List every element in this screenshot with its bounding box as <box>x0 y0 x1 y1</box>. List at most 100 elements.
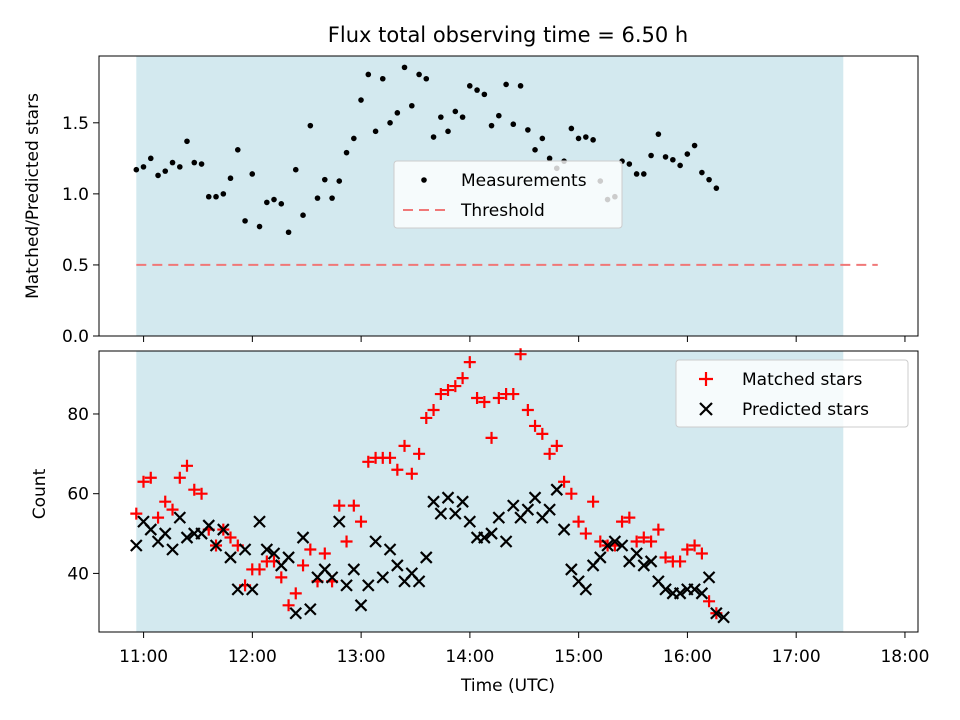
measurement-point <box>583 134 589 140</box>
matched-star-point <box>340 535 353 548</box>
measurement-point <box>496 112 502 119</box>
bottom-x-axis-ticks: 11:00 12:00 13:00 14:00 15:00 16:00 17:00 18:00 <box>119 632 929 667</box>
bottom-x-tick-label: 12:00 <box>228 647 277 667</box>
top-legend: Measurements Threshold <box>393 160 623 229</box>
measurement-point <box>438 114 444 120</box>
measurement-point <box>546 155 553 162</box>
bottom-legend-box <box>675 359 909 428</box>
measurement-point <box>590 137 596 143</box>
matched-star-point <box>587 495 600 508</box>
measurement-point <box>264 199 270 206</box>
predicted-star-point <box>543 503 556 516</box>
measurement-point <box>249 171 256 177</box>
bottom-x-axis-label: Time (UTC) <box>460 676 555 696</box>
predicted-star-point <box>659 583 672 596</box>
matched-star-point <box>695 547 708 560</box>
predicted-star-point <box>710 606 723 620</box>
predicted-star-point <box>253 515 266 528</box>
bottom-x-tick-label: 17:00 <box>772 647 821 667</box>
predicted-star-point <box>565 563 578 576</box>
predicted-star-point <box>644 555 658 568</box>
matched-star-point <box>703 595 716 608</box>
measurement-point <box>568 125 575 132</box>
measurement-point <box>691 142 698 149</box>
measurement-point <box>503 81 509 88</box>
bottom-x-tick-label: 15:00 <box>554 647 603 667</box>
matched-star-point <box>485 431 498 444</box>
top-y-axis-ticks: 0.0 0.5 1.0 1.5 <box>62 114 99 347</box>
predicted-star-point <box>354 599 368 612</box>
bottom-y-tick-label: 60 <box>67 485 89 505</box>
measurement-point <box>278 201 285 207</box>
measurement-point <box>234 147 241 153</box>
measurement-point <box>147 155 154 162</box>
measurement-point <box>706 176 712 183</box>
measurement-point <box>488 122 495 129</box>
legend-matched-marker <box>699 372 713 386</box>
matched-star-point <box>355 515 368 528</box>
bottom-panel: 40 60 80 11:00 12:00 13:00 14:00 15:00 16:00 17:… <box>30 348 929 696</box>
matched-star-point <box>304 543 317 556</box>
measurement-point <box>423 75 430 82</box>
matched-star-point <box>623 511 636 524</box>
top-x-axis-ticks <box>143 336 906 342</box>
predicted-star-point <box>601 539 614 552</box>
predicted-star-point <box>688 583 701 596</box>
top-legend-box <box>393 160 623 229</box>
matched-star-point <box>681 543 694 556</box>
measurement-point <box>256 223 263 230</box>
bottom-y-tick-label: 80 <box>67 405 89 425</box>
predicted-star-point <box>296 531 310 544</box>
measurement-point <box>401 64 408 71</box>
measurement-point <box>452 108 459 115</box>
measurement-point <box>343 149 350 156</box>
matched-star-point <box>674 555 687 568</box>
matched-star-point <box>463 356 476 369</box>
matched-star-point <box>558 475 571 488</box>
measurement-point <box>713 185 720 191</box>
measurement-point <box>416 71 422 78</box>
measurement-point <box>133 166 140 173</box>
matched-star-point <box>195 487 208 500</box>
predicted-star-point <box>528 491 542 504</box>
predicted-star-point <box>419 551 433 564</box>
matched-star-point <box>413 447 426 460</box>
predicted-star-point <box>608 535 622 548</box>
bottom-x-tick-label: 13:00 <box>337 647 386 667</box>
predicted-star-point <box>449 507 462 520</box>
measurement-point <box>169 159 176 166</box>
measurement-point <box>626 161 633 167</box>
predicted-star-point <box>267 547 281 560</box>
predicted-star-point <box>340 579 353 592</box>
matched-star-point <box>637 531 650 544</box>
bottom-x-tick-label: 16:00 <box>663 647 712 667</box>
matched-star-point <box>616 515 629 528</box>
measurement-point <box>510 121 517 128</box>
predicted-star-point <box>130 539 143 552</box>
measurement-point <box>162 168 169 174</box>
predicted-star-point <box>202 519 216 532</box>
matched-star-point <box>471 392 484 405</box>
matched-star-point <box>144 471 157 484</box>
measurement-point <box>358 97 364 103</box>
matched-star-point <box>180 459 193 472</box>
predicted-star-point <box>637 559 651 572</box>
legend-threshold-label: Threshold <box>460 201 545 221</box>
measurement-point <box>227 175 234 182</box>
predicted-star-point <box>224 551 237 564</box>
predicted-star-point <box>485 527 498 540</box>
matched-star-point <box>224 531 237 544</box>
predicted-star-point <box>245 583 259 596</box>
measurement-point <box>662 154 669 160</box>
predicted-star-point <box>347 563 361 576</box>
predicted-star-point <box>579 583 593 596</box>
predicted-star-point <box>695 587 709 600</box>
predicted-star-point <box>427 495 440 508</box>
matched-star-point <box>478 396 491 409</box>
measurement-point <box>307 122 314 129</box>
matched-star-point <box>492 392 505 405</box>
matched-star-point <box>253 563 266 576</box>
matched-star-point <box>282 599 295 612</box>
top-panel: Flux total observing time = 6.50 h 0.00.… <box>23 23 919 347</box>
